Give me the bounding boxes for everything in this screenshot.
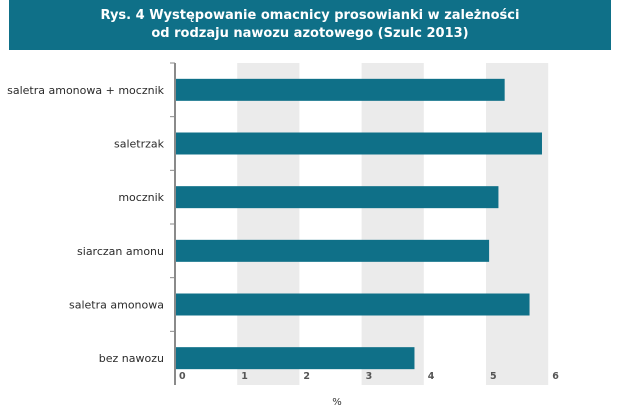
category-label: bez nawozu (99, 352, 164, 365)
category-label: saletrzak (114, 138, 165, 151)
x-tick-label: 0 (179, 371, 186, 382)
chart-title-line-1: Rys. 4 Występowanie omacnicy prosowianki… (100, 8, 520, 23)
x-tick-label: 3 (366, 371, 373, 382)
bar-3 (176, 186, 499, 209)
x-tick-label: 6 (552, 371, 559, 382)
bar-5 (176, 293, 530, 316)
bar-2 (176, 132, 542, 155)
x-tick-label: 4 (428, 371, 435, 382)
bar-1 (176, 78, 505, 101)
category-label: mocznik (118, 191, 164, 204)
background-band (486, 63, 549, 385)
background-band (361, 63, 424, 385)
x-tick-label: 2 (303, 371, 310, 382)
x-axis-title: % (332, 397, 342, 408)
x-tick-label: 5 (490, 371, 497, 382)
category-label: saletra amonowa + mocznik (7, 84, 164, 97)
bar-4 (176, 239, 490, 262)
chart-title: Rys. 4 Występowanie omacnicy prosowianki… (9, 0, 611, 50)
category-label: saletra amonowa (69, 299, 164, 312)
background-band (237, 63, 300, 385)
bar-6 (176, 347, 415, 370)
category-label: siarczan amonu (77, 245, 164, 258)
x-tick-label: 1 (241, 371, 248, 382)
chart-title-line-2: od rodzaju nawozu azotowego (Szulc 2013) (151, 26, 469, 41)
